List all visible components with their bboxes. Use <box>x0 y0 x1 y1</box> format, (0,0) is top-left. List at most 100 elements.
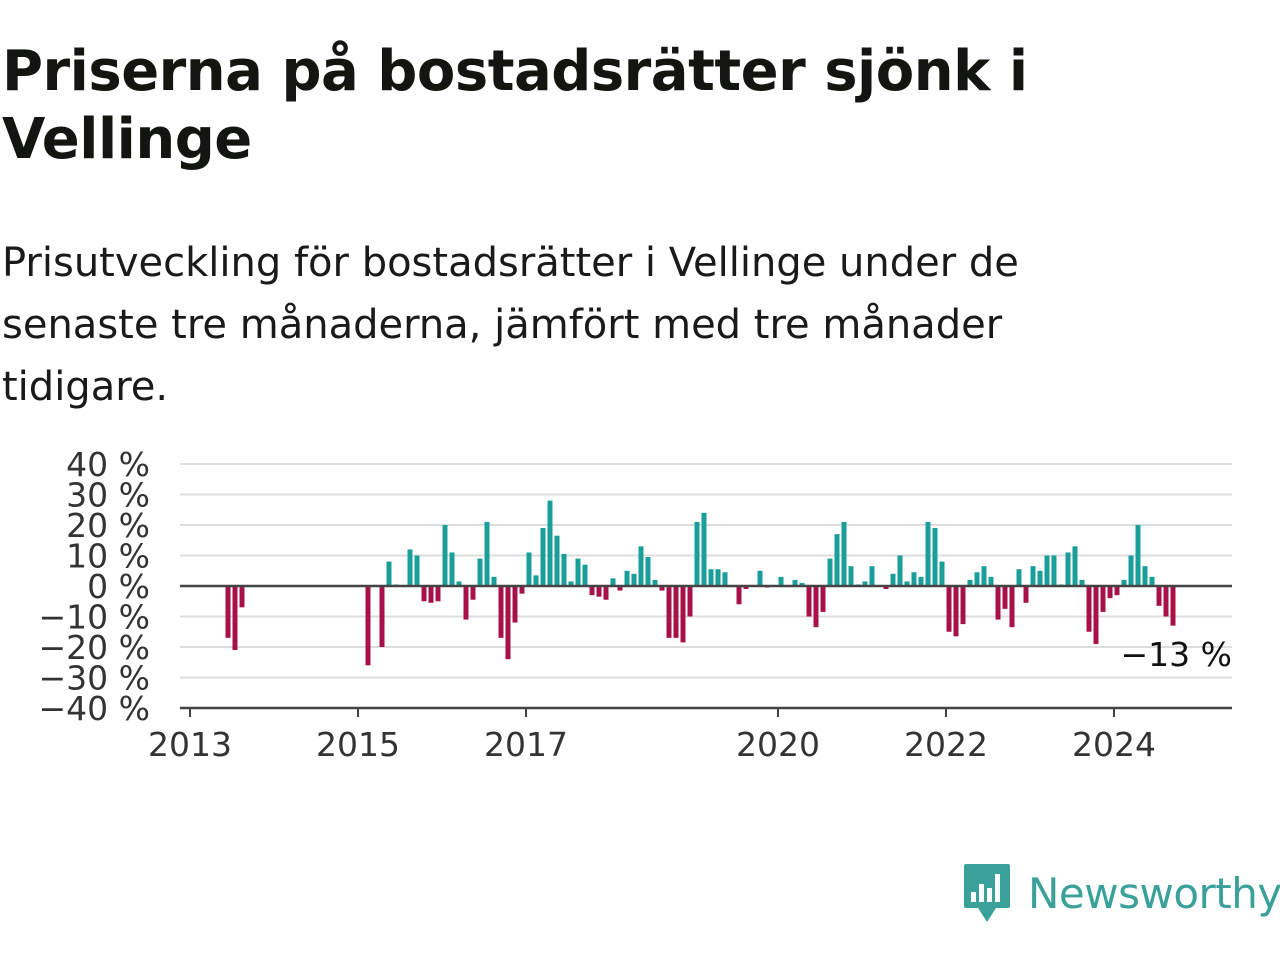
page-title: Priserna på bostadsrätter sjönk i Vellin… <box>2 39 1028 172</box>
bar <box>1093 586 1099 644</box>
bar <box>904 581 910 586</box>
bar <box>1072 546 1078 586</box>
y-tick-label: 0 % <box>87 567 150 606</box>
y-tick-label: −20 % <box>39 628 151 667</box>
bar <box>862 581 868 586</box>
bar <box>519 586 525 594</box>
bar <box>512 586 518 623</box>
y-axis-labels: 40 %30 %20 %10 %0 %−10 %−20 %−30 %−40 % <box>39 445 151 728</box>
bar <box>652 579 658 586</box>
x-tick-label: 2017 <box>484 725 568 764</box>
bar <box>813 586 819 628</box>
bar <box>1002 586 1008 609</box>
x-tick-label: 2015 <box>316 725 400 764</box>
bar <box>547 500 553 586</box>
bar <box>463 586 469 620</box>
bar <box>946 586 952 632</box>
bar <box>1051 555 1057 586</box>
bar <box>232 586 238 651</box>
bar <box>1044 555 1050 586</box>
y-tick-label: −40 % <box>39 689 151 728</box>
bar <box>603 586 609 600</box>
bar <box>533 575 539 586</box>
bar <box>1065 552 1071 586</box>
bar <box>967 579 973 586</box>
newsworthy-chart-bubble-icon <box>964 864 1010 922</box>
bar <box>491 576 497 586</box>
bar <box>701 512 707 586</box>
bar <box>1114 586 1120 596</box>
bar <box>799 582 805 586</box>
x-tick-label: 2022 <box>904 725 988 764</box>
bar <box>1121 579 1127 586</box>
newsworthy-logo: Newsworthy <box>962 862 1280 924</box>
bar <box>1037 570 1043 586</box>
bar <box>827 558 833 586</box>
bar <box>1142 566 1148 586</box>
bar <box>1135 525 1141 586</box>
x-tick-label: 2020 <box>736 725 820 764</box>
bar <box>540 528 546 586</box>
last-value-label: −13 % <box>1121 635 1233 674</box>
x-tick-label: 2024 <box>1072 725 1156 764</box>
bar <box>428 586 434 603</box>
bar <box>736 586 742 605</box>
bar <box>974 572 980 586</box>
bar <box>1128 555 1134 586</box>
bar <box>757 570 763 586</box>
y-tick-label: 30 % <box>66 476 150 515</box>
bar <box>659 586 665 591</box>
chart-subtitle: Prisutveckling för bostadsrätter i Velli… <box>2 240 1019 410</box>
bar <box>932 528 938 586</box>
bar <box>442 525 448 586</box>
bar <box>477 558 483 586</box>
bar <box>995 586 1001 620</box>
bar <box>610 578 616 586</box>
bar <box>869 566 875 586</box>
bar <box>596 586 602 597</box>
bar <box>575 558 581 586</box>
x-axis-labels: 2013 2015 2017 2020 2022 2024 <box>148 725 1156 764</box>
bar <box>505 586 511 660</box>
bar <box>953 586 959 637</box>
bar <box>820 586 826 612</box>
bar <box>526 552 532 586</box>
bar <box>568 581 574 586</box>
bar <box>792 579 798 586</box>
bar <box>722 572 728 586</box>
bar <box>617 586 623 591</box>
bar <box>848 566 854 586</box>
bar <box>834 534 840 586</box>
bar <box>1086 586 1092 632</box>
bar <box>638 546 644 586</box>
bar <box>582 564 588 586</box>
bar <box>484 521 490 586</box>
y-tick-label: 20 % <box>66 506 150 545</box>
y-tick-label: 40 % <box>66 445 150 484</box>
bar <box>911 572 917 586</box>
bar <box>1023 586 1029 603</box>
bar <box>680 586 686 643</box>
bar <box>687 586 693 617</box>
bar <box>239 586 245 608</box>
y-tick-label: −10 % <box>39 598 151 637</box>
bar-chart: 40 %30 %20 %10 %0 %−10 %−20 %−30 %−40 % … <box>39 445 1233 764</box>
bar <box>806 586 812 617</box>
bar <box>449 552 455 586</box>
bar <box>708 569 714 586</box>
bar <box>407 549 413 586</box>
bar <box>841 521 847 586</box>
bar <box>435 586 441 602</box>
bar <box>988 576 994 586</box>
bar <box>960 586 966 625</box>
bar <box>456 581 462 586</box>
bar <box>225 586 231 638</box>
bar <box>554 535 560 586</box>
bar <box>897 555 903 586</box>
bar <box>673 586 679 638</box>
bar <box>645 557 651 586</box>
bar <box>981 566 987 586</box>
bar <box>1016 569 1022 586</box>
bar <box>883 586 889 590</box>
bar <box>386 561 392 586</box>
